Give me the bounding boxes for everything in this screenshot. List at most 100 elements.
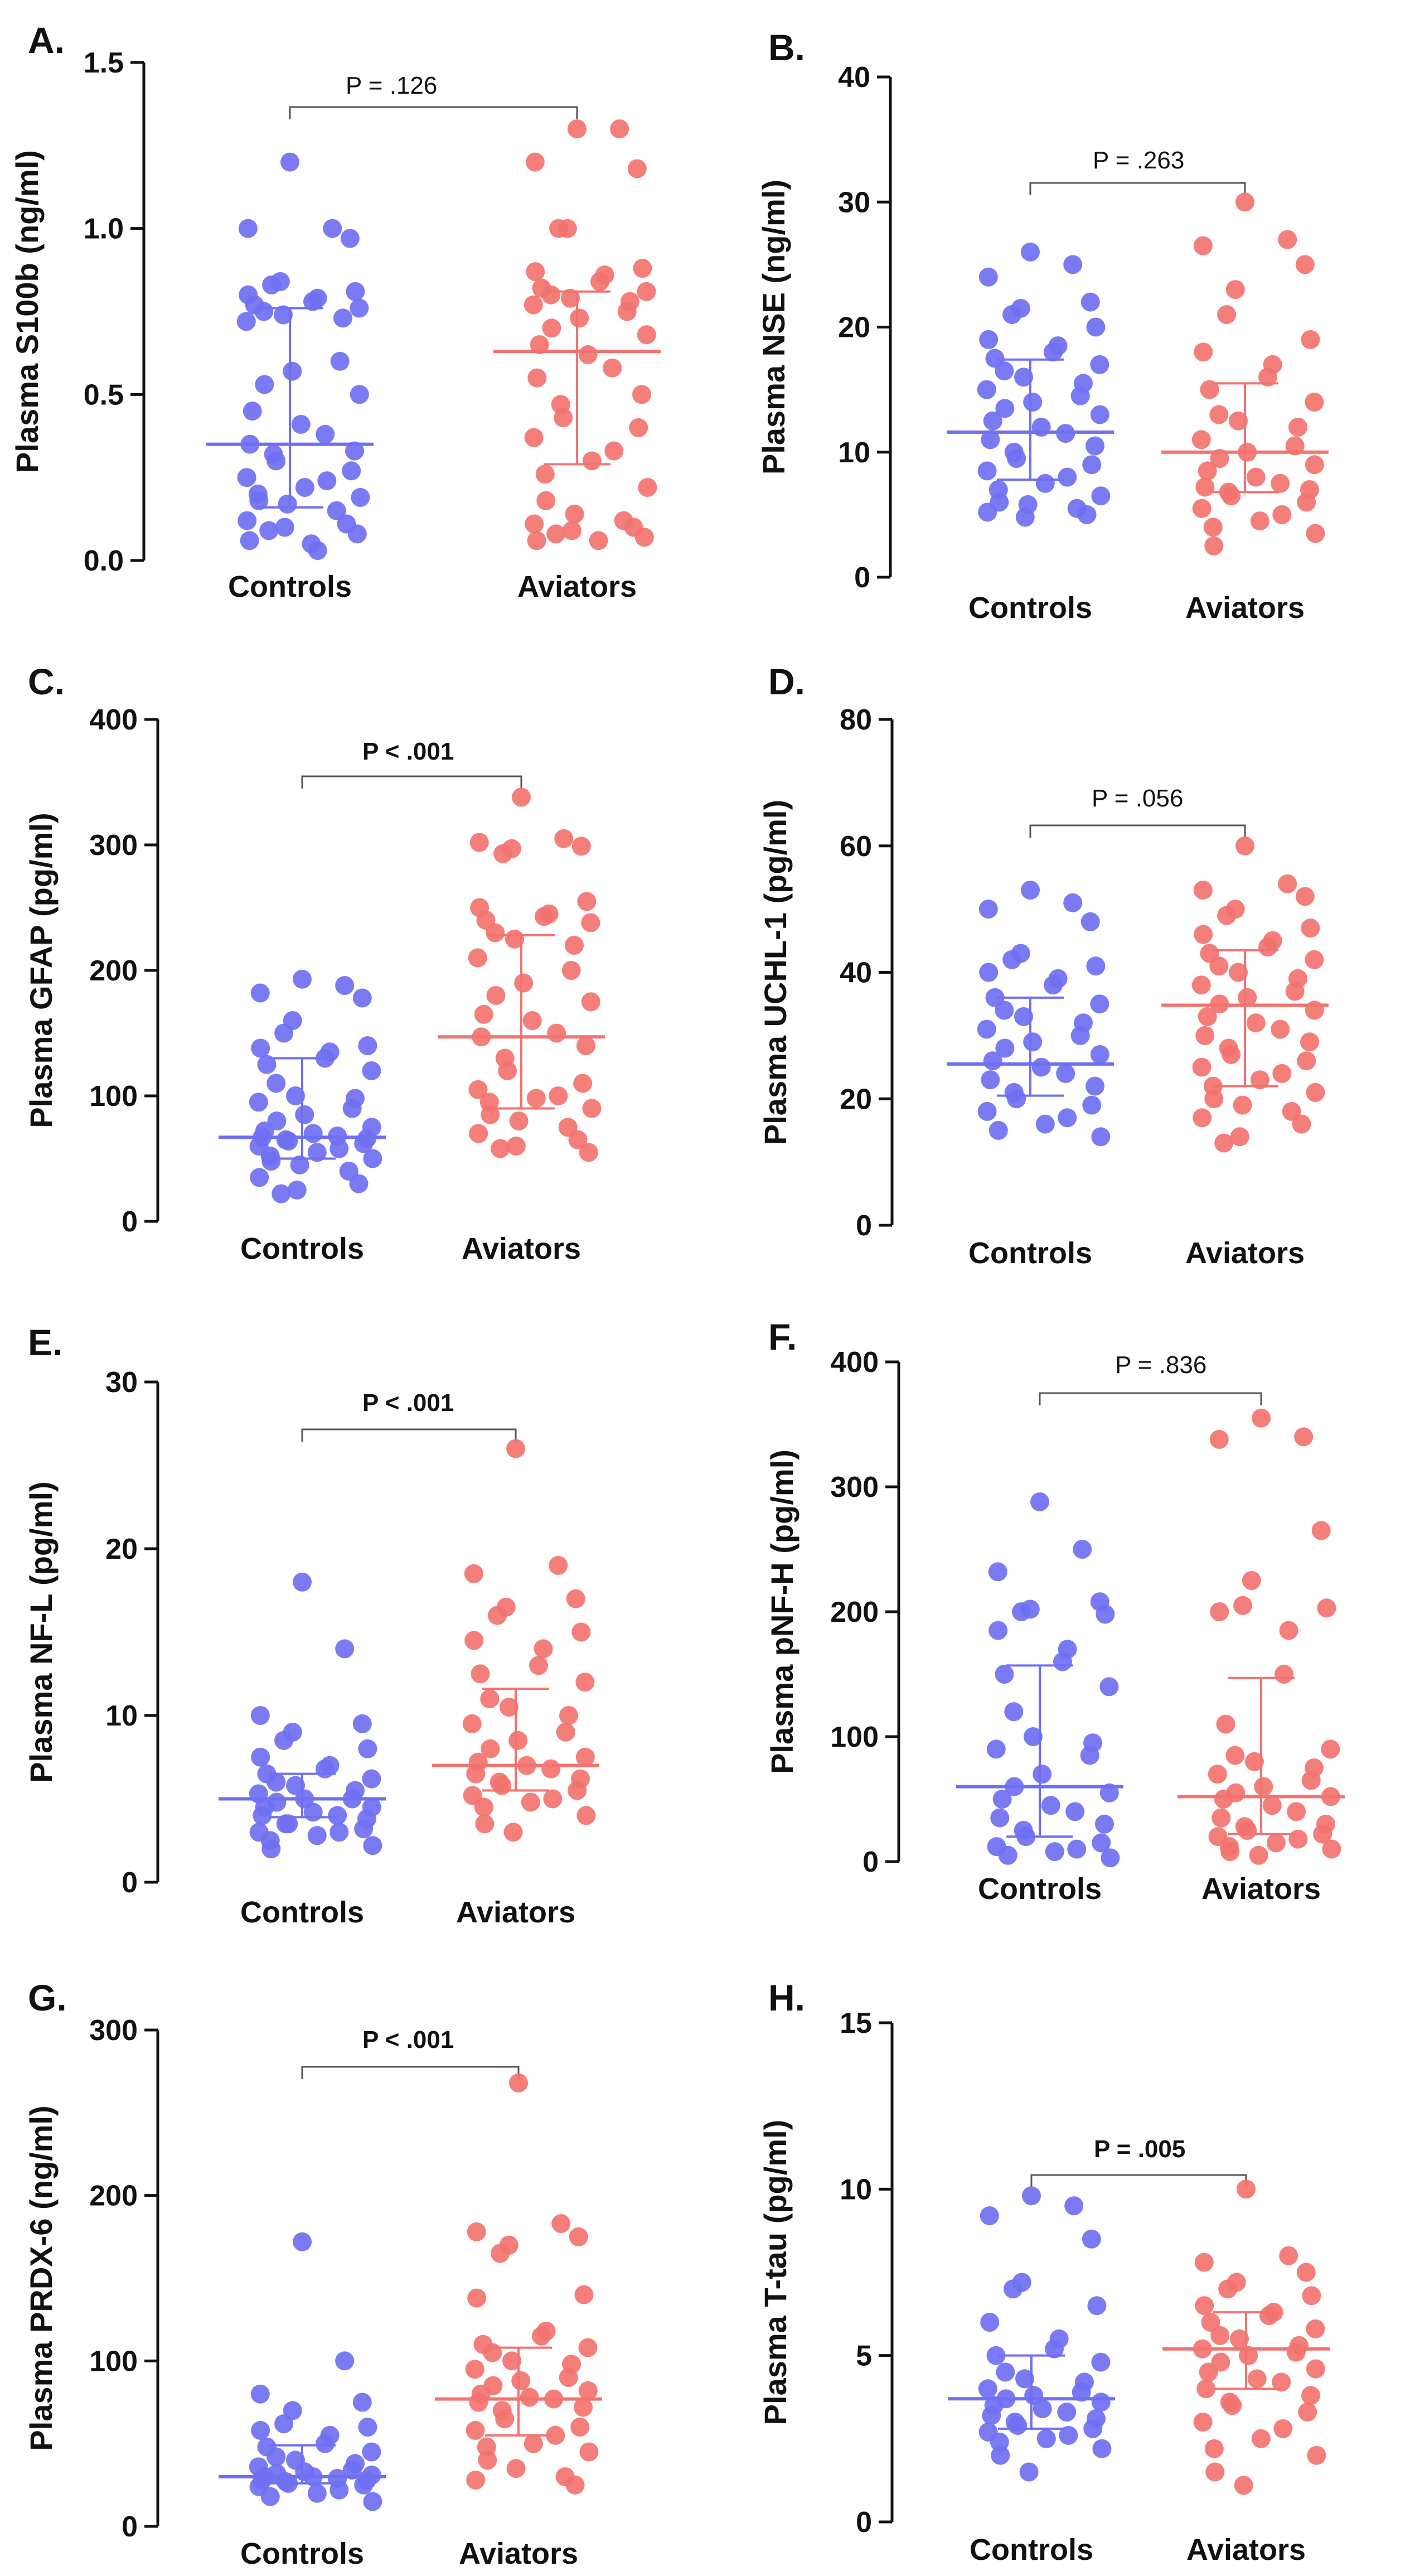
- data-point: [1209, 956, 1229, 976]
- data-point: [350, 385, 369, 404]
- data-point: [352, 988, 372, 1008]
- y-axis-label: Plasma T-tau (pg/ml): [758, 2120, 793, 2425]
- data-point: [529, 1656, 548, 1675]
- data-point: [977, 1019, 996, 1039]
- data-point: [335, 2351, 355, 2371]
- data-point: [502, 2351, 521, 2371]
- data-point: [290, 1155, 309, 1175]
- data-point: [1058, 467, 1077, 487]
- data-point: [493, 844, 513, 863]
- data-point: [1045, 2339, 1064, 2358]
- data-point: [1007, 449, 1026, 468]
- data-point: [988, 1120, 1008, 1140]
- data-point: [1023, 1032, 1043, 1052]
- data-point: [480, 1689, 500, 1709]
- data-point: [978, 900, 998, 919]
- data-point: [266, 2447, 286, 2467]
- data-point: [308, 541, 327, 560]
- data-point: [1278, 230, 1297, 249]
- data-point: [1087, 2296, 1107, 2316]
- data-point: [498, 1061, 517, 1080]
- data-point: [495, 2409, 515, 2429]
- data-point: [575, 1747, 595, 1767]
- data-point: [509, 1111, 529, 1130]
- data-point: [295, 478, 314, 497]
- data-point: [1056, 1064, 1075, 1083]
- data-point: [1216, 1714, 1235, 1734]
- data-point: [329, 2480, 349, 2500]
- data-point: [506, 2459, 526, 2478]
- data-point: [1036, 2429, 1056, 2448]
- data-point: [637, 282, 656, 301]
- data-point: [514, 973, 534, 993]
- data-point: [1218, 2279, 1238, 2299]
- data-point: [546, 2425, 565, 2445]
- p-value-label: P = .263: [1093, 147, 1184, 174]
- data-point: [1198, 1007, 1217, 1026]
- y-tick-label: 100: [830, 1721, 879, 1753]
- data-point: [250, 1168, 269, 1187]
- data-point: [578, 345, 598, 364]
- data-point: [316, 2434, 335, 2453]
- p-value-bracket: [1039, 1392, 1262, 1405]
- panel-d: D. 0 20 40 60 80 Plasma UCHL-1 (pg/ml) Controls…: [758, 661, 1329, 1270]
- data-point: [1212, 1808, 1231, 1828]
- data-point: [469, 2393, 488, 2412]
- y-tick-label: 20: [840, 1083, 872, 1115]
- data-point: [240, 531, 259, 550]
- p-value-bracket: [289, 106, 578, 119]
- data-point: [251, 1747, 270, 1767]
- y-tick-label: 0: [122, 1867, 138, 1899]
- data-point: [981, 430, 1000, 450]
- data-point: [283, 361, 302, 381]
- data-point: [983, 411, 1002, 431]
- data-point: [330, 351, 350, 371]
- data-point: [481, 1105, 500, 1124]
- data-point: [1322, 1839, 1341, 1859]
- data-point: [1295, 887, 1315, 906]
- data-point: [1210, 2326, 1230, 2345]
- data-point: [474, 1797, 493, 1817]
- data-point: [1099, 1677, 1119, 1697]
- y-axis-label: Plasma S100b (ng/ml): [9, 150, 45, 473]
- y-tick-label: 300: [830, 1471, 879, 1504]
- data-point: [1210, 1602, 1229, 1621]
- data-point: [1086, 1076, 1104, 1096]
- y-tick-label: 20: [105, 1533, 138, 1565]
- data-point: [1321, 1739, 1340, 1759]
- data-point: [466, 2420, 485, 2440]
- x-category-label: Controls: [968, 1236, 1092, 1270]
- panel-b: B. 0 10 20 30 40 Plasma NSE (ng/ml) Controls Avi…: [756, 27, 1329, 625]
- p-value-label: P < .001: [362, 1389, 454, 1417]
- data-point: [506, 1137, 526, 1156]
- data-point: [274, 1023, 294, 1043]
- data-point: [1035, 473, 1055, 493]
- data-point: [1306, 524, 1325, 543]
- p-value-bracket: [1029, 182, 1246, 195]
- data-point: [1203, 518, 1223, 537]
- data-point: [1090, 994, 1109, 1014]
- data-point: [576, 1806, 596, 1825]
- data-point: [634, 528, 654, 547]
- data-point: [1090, 405, 1109, 424]
- data-point: [1044, 975, 1063, 995]
- y-axis-label: Plasma UCHL-1 (pg/ml): [758, 800, 793, 1145]
- data-point: [638, 478, 657, 497]
- x-category-label: Controls: [970, 2533, 1093, 2567]
- y-tick-label: 200: [89, 2180, 138, 2212]
- data-point: [354, 2475, 374, 2495]
- data-point: [307, 1826, 327, 1845]
- data-point: [581, 992, 600, 1012]
- data-point: [506, 1439, 525, 1458]
- data-point: [574, 2285, 594, 2304]
- data-point: [491, 1139, 510, 1158]
- data-point: [1230, 2329, 1249, 2348]
- data-point: [1195, 1026, 1215, 1045]
- data-point: [978, 2379, 997, 2399]
- data-point: [1209, 405, 1229, 424]
- y-tick-label: 80: [840, 704, 872, 736]
- data-point: [316, 424, 335, 444]
- data-point: [1287, 1802, 1306, 1821]
- data-point: [559, 2368, 578, 2387]
- data-point: [350, 298, 369, 318]
